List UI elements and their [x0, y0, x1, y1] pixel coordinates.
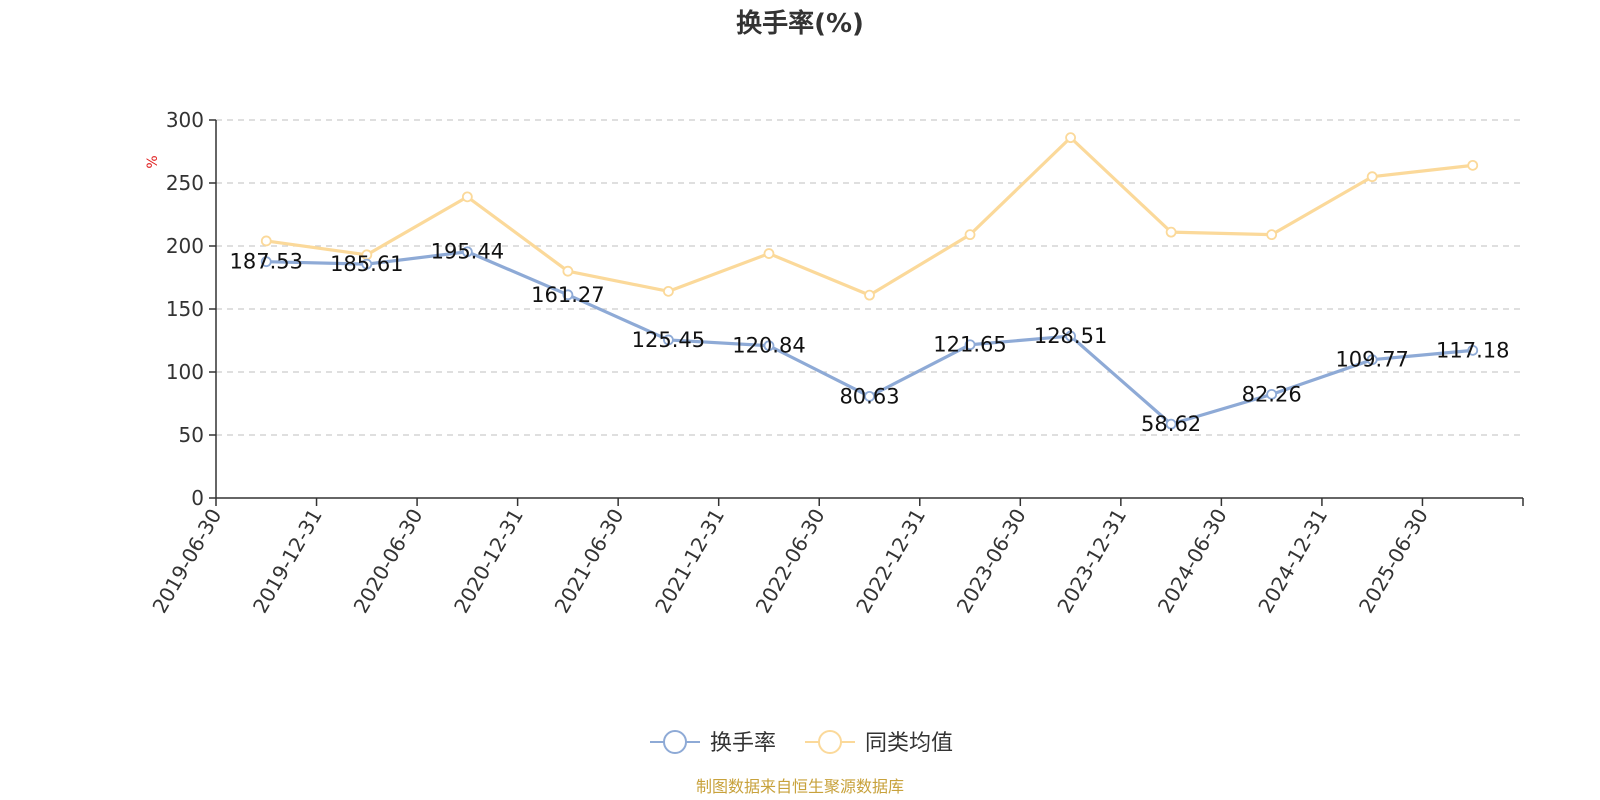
x-tick-label: 2024-06-30 — [1153, 505, 1232, 618]
data-point[interactable] — [1266, 229, 1278, 241]
data-point[interactable] — [1165, 226, 1177, 238]
data-label: 58.62 — [1141, 412, 1201, 436]
x-tick-label: 2019-12-31 — [248, 505, 327, 618]
x-tick-label: 2021-06-30 — [550, 505, 629, 618]
x-tick-label: 2020-06-30 — [349, 504, 428, 617]
data-label: 109.77 — [1335, 348, 1408, 372]
y-tick-label: 100 — [166, 360, 204, 384]
data-labels: 187.53 185.61 195.44 161.27 125.45 120.84 80.6… — [230, 240, 1510, 436]
data-point[interactable] — [1366, 354, 1378, 366]
y-tick-label: 300 — [166, 108, 204, 132]
series-1 — [260, 132, 1479, 301]
data-label: 117.18 — [1436, 338, 1509, 362]
x-tick-label: 2025-06-30 — [1354, 505, 1433, 618]
x-tick-label: 2022-06-30 — [751, 505, 830, 618]
legend-label: 换手率 — [710, 731, 776, 756]
x-tick-label: 2023-06-30 — [952, 505, 1031, 618]
data-point[interactable] — [1266, 388, 1278, 400]
gridlines — [216, 119, 1523, 436]
y-tick-label: 250 — [166, 171, 204, 195]
data-label: 187.53 — [230, 250, 303, 274]
y-tick-label: 50 — [179, 423, 204, 447]
data-point[interactable] — [763, 340, 775, 352]
data-point[interactable] — [763, 248, 775, 259]
data-label: 185.61 — [330, 252, 403, 276]
legend-item[interactable]: 同类均值 — [805, 730, 953, 756]
legend-marker — [818, 730, 842, 754]
series-layer — [260, 132, 1479, 430]
series-0 — [260, 246, 1479, 430]
data-point[interactable] — [964, 339, 976, 351]
x-tick-label: 2019-06-30 — [147, 505, 226, 618]
y-tick-label: 200 — [166, 234, 204, 258]
axes: 0 50 100 150 200 250 300 2019-06-30 2019-12-31 20… — [147, 108, 1524, 618]
y-axis-unit-label: % — [145, 155, 161, 168]
data-point[interactable] — [562, 289, 574, 301]
data-point[interactable] — [461, 246, 473, 258]
legend-marker — [663, 730, 687, 754]
data-point[interactable] — [562, 265, 574, 277]
data-point[interactable] — [864, 289, 875, 301]
series-line — [266, 136, 1473, 297]
chart-title: 换手率(%) — [736, 8, 864, 39]
data-label: 128.51 — [1034, 324, 1107, 348]
data-point[interactable] — [461, 191, 473, 203]
x-tick-label: 2021-12-31 — [650, 505, 729, 618]
x-tick-label: 2023-12-31 — [1052, 505, 1131, 618]
data-label: 80.63 — [839, 384, 899, 408]
data-point[interactable] — [1467, 344, 1479, 356]
data-label: 195.44 — [431, 240, 504, 264]
legend-label: 同类均值 — [865, 731, 953, 756]
data-point[interactable] — [260, 235, 272, 247]
x-tick-label: 2024-12-31 — [1253, 505, 1332, 618]
data-point[interactable] — [1467, 159, 1479, 171]
data-point[interactable] — [1366, 171, 1378, 183]
data-point[interactable] — [1065, 132, 1076, 144]
data-point[interactable] — [663, 285, 674, 297]
source-note: 制图数据来自恒生聚源数据库 — [696, 777, 904, 796]
data-label: 125.45 — [632, 328, 705, 352]
data-point[interactable] — [361, 258, 373, 270]
y-tick-label: 0 — [191, 486, 204, 510]
data-point[interactable] — [260, 256, 272, 268]
legend[interactable]: 换手率 同类均值 — [650, 730, 953, 756]
data-label: 120.84 — [732, 334, 805, 358]
data-point[interactable] — [1165, 418, 1177, 430]
data-point[interactable] — [964, 229, 976, 241]
data-label: 82.26 — [1242, 382, 1302, 406]
x-tick-label: 2022-12-31 — [851, 505, 930, 618]
data-label: 161.27 — [531, 283, 604, 307]
data-label: 121.65 — [933, 333, 1006, 357]
data-point[interactable] — [1065, 330, 1076, 342]
data-point[interactable] — [663, 334, 674, 346]
x-tick-label: 2020-12-31 — [449, 505, 528, 618]
data-point[interactable] — [864, 391, 875, 402]
y-tick-label: 150 — [166, 297, 204, 321]
legend-item[interactable]: 换手率 — [650, 730, 776, 756]
